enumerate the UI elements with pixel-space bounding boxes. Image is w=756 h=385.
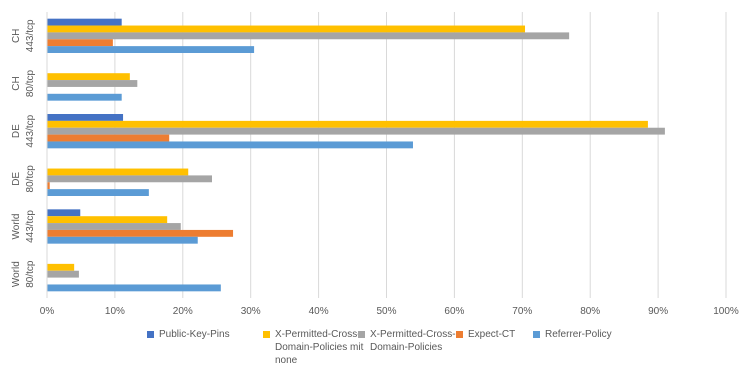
- x-tick-label: 20%: [173, 306, 193, 317]
- legend-label: X-Permitted-Cross-Domain-Policies: [370, 329, 456, 353]
- bar: [47, 168, 189, 176]
- bar: [47, 263, 75, 271]
- bar: [47, 223, 181, 230]
- y-tick-label: DE 443/tcp: [11, 114, 36, 147]
- bar: [47, 114, 124, 121]
- legend: Public-Key-Pins X-Permitted-Cross-Domain-…: [0, 328, 756, 385]
- bar: [47, 229, 234, 237]
- x-tick-label: 10%: [105, 306, 125, 317]
- x-tick-label: 70%: [512, 306, 532, 317]
- legend-item: Public-Key-Pins: [147, 328, 259, 341]
- bar: [47, 236, 198, 244]
- bar: [47, 120, 648, 128]
- x-tick-label: 40%: [309, 306, 329, 317]
- legend-swatch: [263, 331, 270, 338]
- bar: [47, 39, 113, 47]
- bar: [47, 284, 221, 292]
- legend-label: Public-Key-Pins: [159, 329, 230, 340]
- bar: [47, 134, 170, 142]
- bar: [47, 46, 255, 53]
- y-tick-label-line: 80/tcp: [25, 260, 36, 288]
- legend-item: Expect-CT: [456, 328, 538, 341]
- bar: [47, 93, 122, 101]
- y-tick-label-line: DE: [11, 172, 22, 186]
- bar: [47, 18, 122, 26]
- bar: [47, 73, 130, 81]
- legend-swatch: [533, 331, 540, 338]
- y-tick-label-line: 443/tcp: [25, 114, 36, 147]
- bar: [47, 216, 168, 224]
- x-tick-label: 0%: [40, 306, 55, 317]
- bar: [47, 80, 138, 87]
- legend-item: X-Permitted-Cross-Domain-Policies: [358, 328, 460, 354]
- y-tick-label-line: 80/tcp: [25, 69, 36, 97]
- legend-label: Referrer-Policy: [545, 329, 612, 340]
- x-tick-label: 90%: [648, 306, 668, 317]
- y-tick-label-line: 443/tcp: [25, 19, 36, 52]
- plot: 0% 10% 20% 30% 40% 50% 60% 70% 80% 90% 100%CH 443/t…: [11, 12, 739, 317]
- legend-label: X-Permitted-Cross-Domain-Policies mit no…: [275, 329, 364, 366]
- y-tick-label-line: DE: [11, 124, 22, 138]
- y-tick-label-line: CH: [11, 29, 22, 43]
- bar: [47, 141, 413, 149]
- y-tick-label: DE 80/tcp: [11, 165, 36, 193]
- x-tick-label: 80%: [580, 306, 600, 317]
- legend-item: X-Permitted-Cross-Domain-Policies mit no…: [263, 328, 365, 367]
- y-tick-label: World 80/tcp: [11, 260, 36, 288]
- x-tick-label: 60%: [444, 306, 464, 317]
- bar: [47, 189, 149, 196]
- x-tick-label: 100%: [713, 306, 739, 317]
- legend-swatch: [456, 331, 463, 338]
- legend-label: Expect-CT: [468, 329, 516, 340]
- y-tick-label-line: 443/tcp: [25, 210, 36, 243]
- legend-swatch: [358, 331, 365, 338]
- bar: [47, 175, 212, 183]
- bar: [47, 25, 526, 33]
- bar: [47, 270, 79, 278]
- y-tick-label: CH 443/tcp: [11, 19, 36, 52]
- y-tick-label-line: CH: [11, 76, 22, 90]
- bar: [47, 32, 570, 40]
- y-tick-label-line: 80/tcp: [25, 165, 36, 193]
- bar: [47, 209, 81, 217]
- x-tick-label: 30%: [241, 306, 261, 317]
- y-tick-label-line: World: [11, 261, 22, 287]
- y-tick-label-line: World: [11, 214, 22, 240]
- legend-swatch: [147, 331, 154, 338]
- bar: [47, 182, 50, 190]
- y-tick-label: CH 80/tcp: [11, 69, 36, 97]
- bar: [47, 127, 665, 135]
- legend-item: Referrer-Policy: [533, 328, 645, 341]
- y-tick-label: World 443/tcp: [11, 210, 36, 243]
- x-tick-label: 50%: [376, 306, 396, 317]
